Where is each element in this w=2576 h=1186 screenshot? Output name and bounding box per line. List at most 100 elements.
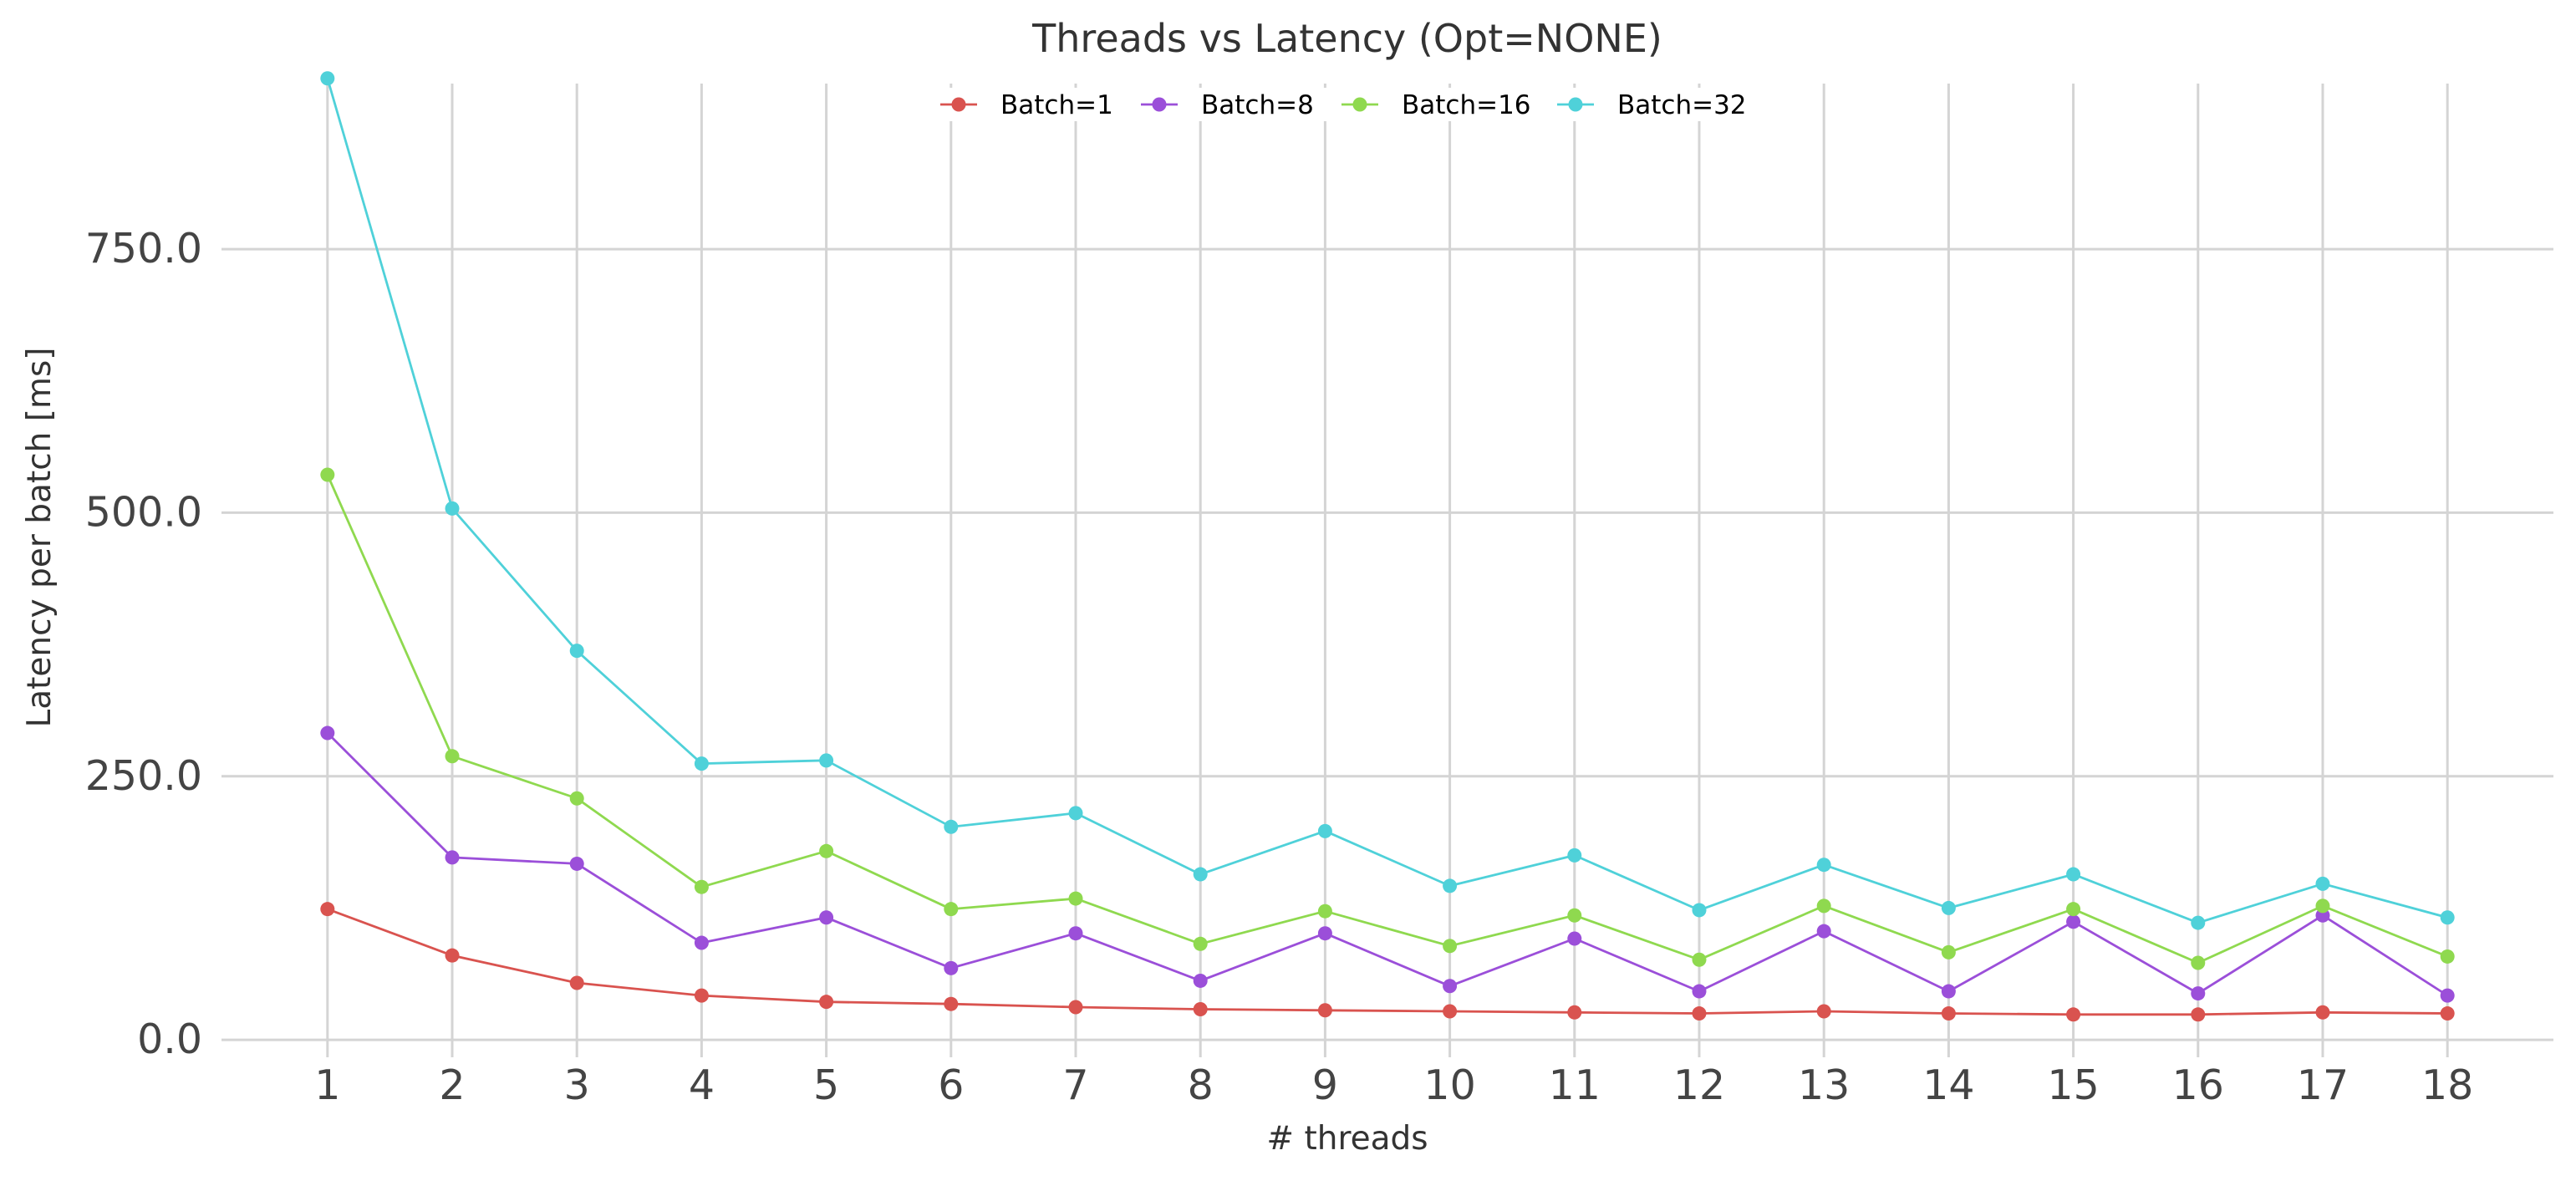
data-point (445, 850, 460, 865)
data-point (1068, 806, 1083, 821)
x-tick-label: 1 (314, 1061, 340, 1109)
data-point (320, 902, 335, 917)
data-point (2066, 1007, 2081, 1022)
data-point (569, 975, 584, 990)
data-point (2191, 915, 2206, 930)
grid-layer (221, 84, 2553, 1057)
data-point (1317, 823, 1332, 838)
x-axis-label: # threads (1266, 1120, 1428, 1158)
data-point (2440, 1006, 2455, 1021)
legend-swatch-marker (1568, 97, 1583, 112)
y-tick-label: 0.0 (137, 1015, 202, 1063)
data-point (2191, 1007, 2206, 1022)
legend-swatch-marker (951, 97, 966, 112)
data-point (1193, 867, 1208, 882)
data-point (944, 902, 959, 917)
data-point (2440, 949, 2455, 964)
data-point (1443, 979, 1458, 994)
data-point (1567, 931, 1582, 946)
data-point (694, 879, 709, 894)
data-point (1317, 903, 1332, 919)
data-point (1692, 984, 1707, 999)
series-layer (320, 71, 2455, 1022)
data-point (1193, 1002, 1208, 1017)
data-point (1941, 944, 1956, 959)
data-point (2315, 1005, 2330, 1020)
data-point (1567, 848, 1582, 863)
x-tick-label: 16 (2172, 1061, 2224, 1109)
x-tick-label: 18 (2421, 1061, 2473, 1109)
x-tick-label: 2 (439, 1061, 465, 1109)
data-point (1692, 1006, 1707, 1021)
data-point (1816, 924, 1831, 939)
data-point (1941, 900, 1956, 915)
series-line (326, 78, 2448, 924)
data-point (1443, 878, 1458, 893)
data-point (2066, 914, 2081, 929)
x-tick-label: 4 (689, 1061, 715, 1109)
data-point (1692, 952, 1707, 967)
data-point (1193, 936, 1208, 951)
data-point (694, 988, 709, 1003)
data-point (2315, 876, 2330, 891)
data-point (1941, 984, 1956, 999)
data-point (694, 756, 709, 771)
data-point (1941, 1006, 1956, 1021)
data-point (819, 753, 834, 768)
series-line (326, 732, 2448, 997)
data-point (819, 910, 834, 925)
data-point (1068, 1000, 1083, 1015)
data-point (819, 843, 834, 858)
data-point (2191, 986, 2206, 1001)
x-tick-label: 8 (1188, 1061, 1214, 1109)
x-tick-label: 11 (1549, 1061, 1601, 1109)
data-point (1567, 908, 1582, 923)
data-point (2066, 902, 2081, 917)
data-point (569, 856, 584, 871)
data-point (2191, 955, 2206, 970)
x-tick-label: 14 (1922, 1061, 1974, 1109)
legend-label: Batch=32 (1617, 90, 1747, 120)
x-tick-label: 7 (1062, 1061, 1088, 1109)
data-point (1692, 903, 1707, 918)
x-tick-label: 10 (1423, 1061, 1475, 1109)
data-point (320, 725, 335, 741)
data-point (819, 995, 834, 1010)
data-point (445, 948, 460, 963)
series-line (326, 474, 2448, 965)
data-point (2066, 867, 2081, 882)
data-point (1068, 926, 1083, 941)
x-tick-label: 6 (938, 1061, 964, 1109)
legend-swatch-marker (1352, 97, 1367, 112)
data-point (1317, 1003, 1332, 1018)
legend-label: Batch=16 (1402, 90, 1531, 120)
data-point (1567, 1005, 1582, 1020)
data-point (944, 960, 959, 975)
y-tick-label: 250.0 (85, 752, 202, 800)
x-tick-label: 12 (1673, 1061, 1725, 1109)
data-point (1193, 973, 1208, 988)
legend-label: Batch=1 (1000, 90, 1113, 120)
data-point (944, 819, 959, 834)
data-point (445, 501, 460, 516)
data-point (2315, 898, 2330, 914)
data-point (1816, 1004, 1831, 1019)
data-point (1317, 926, 1332, 941)
series-line (327, 908, 2448, 1016)
legend-swatch-marker (1152, 97, 1167, 112)
chart-title: Threads vs Latency (Opt=NONE) (1031, 16, 1662, 61)
x-tick-label: 5 (813, 1061, 839, 1109)
data-point (1068, 891, 1083, 906)
data-point (1816, 858, 1831, 873)
x-tick-label: 9 (1312, 1061, 1338, 1109)
x-tick-label: 15 (2047, 1061, 2099, 1109)
data-point (1443, 939, 1458, 954)
x-tick-label: 17 (2297, 1061, 2349, 1109)
data-point (1816, 898, 1831, 914)
y-tick-label: 750.0 (85, 225, 202, 272)
data-point (1443, 1004, 1458, 1019)
legend: Batch=1 Batch=8 Batch=16 Batch=32 (936, 88, 1754, 121)
